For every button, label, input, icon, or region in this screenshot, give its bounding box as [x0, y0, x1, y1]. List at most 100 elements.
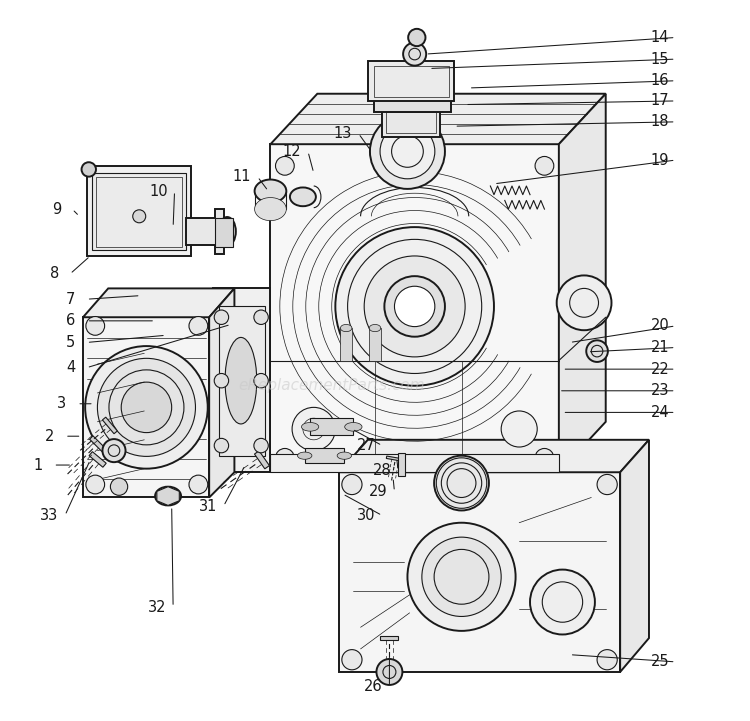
Circle shape [380, 124, 435, 179]
Polygon shape [380, 637, 398, 640]
Bar [398, 453, 405, 476]
Text: eReplacementParts.com: eReplacementParts.com [238, 379, 425, 393]
Text: 7: 7 [66, 292, 76, 306]
Ellipse shape [225, 337, 256, 424]
Circle shape [597, 474, 617, 495]
Bar [369, 328, 381, 360]
Text: 27: 27 [357, 438, 376, 453]
Bar [374, 66, 448, 97]
Polygon shape [89, 451, 106, 467]
Circle shape [364, 256, 465, 357]
Circle shape [422, 537, 501, 616]
Polygon shape [310, 418, 353, 435]
Bar [382, 108, 440, 137]
Polygon shape [339, 440, 649, 472]
Bar [96, 177, 182, 247]
Text: 29: 29 [369, 485, 388, 499]
Text: 11: 11 [232, 169, 250, 184]
Circle shape [254, 310, 268, 324]
Text: 26: 26 [364, 679, 382, 694]
Circle shape [103, 439, 125, 462]
Text: 4: 4 [66, 360, 75, 375]
Circle shape [275, 156, 294, 175]
Circle shape [501, 411, 537, 447]
Text: 9: 9 [52, 202, 61, 216]
Text: 2: 2 [44, 429, 54, 443]
Polygon shape [620, 440, 649, 672]
Text: 14: 14 [650, 30, 669, 45]
Circle shape [86, 317, 104, 335]
Polygon shape [386, 456, 404, 461]
Circle shape [133, 210, 146, 223]
Circle shape [342, 650, 362, 670]
Circle shape [342, 474, 362, 495]
Text: 32: 32 [148, 600, 166, 614]
Ellipse shape [302, 423, 319, 431]
Circle shape [407, 523, 515, 631]
Circle shape [434, 456, 489, 510]
Polygon shape [86, 166, 191, 256]
Ellipse shape [155, 487, 181, 505]
Circle shape [370, 114, 445, 189]
Circle shape [214, 373, 229, 388]
Polygon shape [213, 288, 271, 472]
Polygon shape [339, 472, 620, 672]
Circle shape [556, 275, 611, 330]
Text: 24: 24 [650, 405, 669, 420]
Ellipse shape [290, 187, 316, 206]
Bar [386, 112, 436, 133]
Ellipse shape [254, 198, 286, 221]
Text: 12: 12 [283, 144, 302, 159]
Circle shape [535, 448, 554, 467]
Circle shape [82, 162, 96, 177]
Circle shape [376, 659, 403, 685]
Polygon shape [271, 144, 559, 472]
Circle shape [597, 650, 617, 670]
Circle shape [189, 317, 208, 335]
Bar [340, 328, 352, 360]
Bar [271, 454, 559, 472]
Polygon shape [271, 94, 606, 144]
Polygon shape [304, 448, 344, 463]
Circle shape [408, 29, 425, 46]
Circle shape [214, 310, 229, 324]
Ellipse shape [340, 324, 352, 332]
Ellipse shape [218, 217, 236, 246]
Text: 23: 23 [650, 384, 669, 398]
Text: 8: 8 [50, 267, 58, 281]
Text: 6: 6 [66, 314, 75, 328]
Circle shape [275, 448, 294, 467]
Circle shape [254, 438, 268, 453]
Text: 10: 10 [149, 184, 168, 198]
Bar [368, 61, 454, 101]
Circle shape [403, 43, 426, 66]
Circle shape [586, 340, 608, 362]
Circle shape [110, 478, 128, 495]
Ellipse shape [254, 180, 286, 203]
Text: 17: 17 [650, 94, 669, 108]
Text: 5: 5 [66, 335, 75, 350]
Bar [218, 306, 265, 456]
Ellipse shape [338, 452, 352, 459]
Circle shape [535, 156, 554, 175]
Bar [92, 173, 186, 250]
Bar [215, 218, 233, 247]
Text: 18: 18 [650, 115, 669, 129]
Text: 19: 19 [650, 153, 669, 167]
Text: 1: 1 [33, 458, 42, 472]
Polygon shape [83, 317, 209, 497]
Circle shape [122, 382, 172, 433]
Text: 15: 15 [650, 52, 669, 66]
Circle shape [189, 475, 208, 494]
Text: 20: 20 [650, 319, 669, 333]
Circle shape [384, 276, 445, 337]
Polygon shape [103, 417, 117, 434]
Polygon shape [254, 451, 269, 469]
Polygon shape [89, 435, 106, 452]
Circle shape [394, 286, 435, 327]
Text: 30: 30 [357, 508, 376, 523]
Bar [374, 94, 452, 112]
Polygon shape [83, 288, 235, 317]
Text: 3: 3 [57, 397, 66, 411]
Text: 16: 16 [650, 74, 669, 88]
